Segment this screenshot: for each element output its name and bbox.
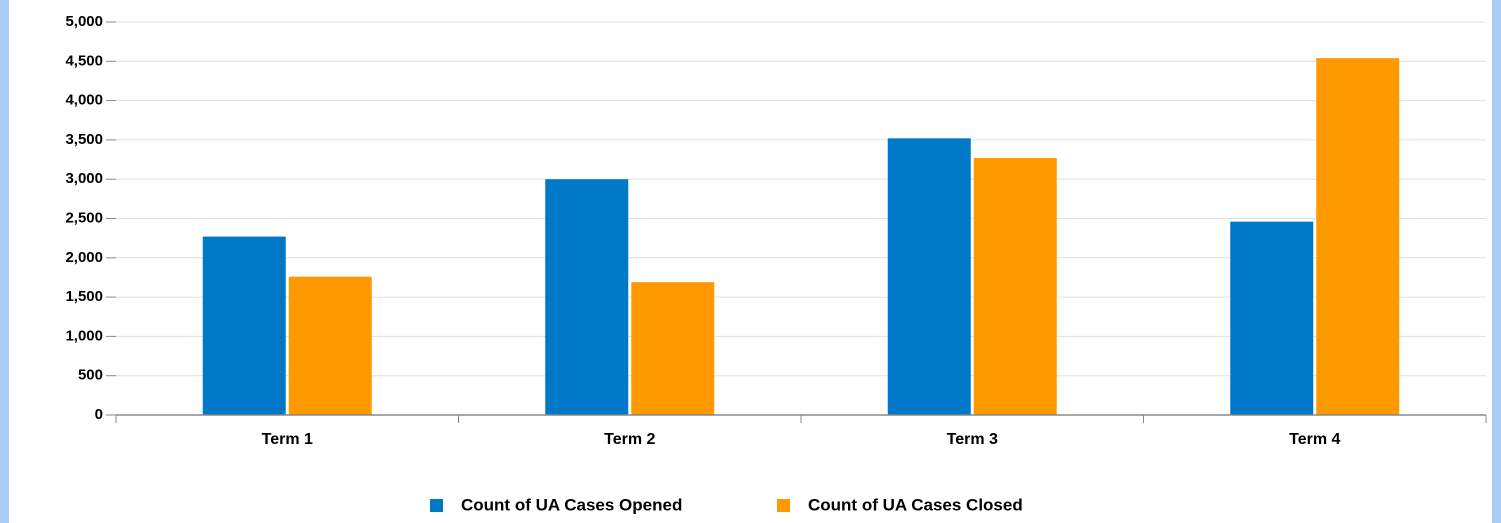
bar (545, 179, 629, 415)
y-tick-label: 3,500 (65, 131, 103, 148)
legend-label: Count of UA Cases Closed (808, 495, 1023, 514)
y-tick-label: 2,000 (65, 249, 103, 266)
x-tick-label: Term 4 (1289, 431, 1340, 448)
y-tick-label: 3,000 (65, 170, 103, 187)
right-border (1492, 0, 1501, 523)
bar (202, 236, 286, 415)
legend-swatch (777, 499, 790, 512)
legend-swatch (430, 499, 443, 512)
y-tick-label: 1,000 (65, 327, 103, 344)
bar (1316, 58, 1400, 415)
x-tick-label: Term 3 (947, 431, 998, 448)
y-tick-label: 0 (95, 406, 103, 423)
bar (887, 138, 971, 415)
bar (631, 282, 715, 415)
y-tick-label: 4,000 (65, 92, 103, 109)
left-border (0, 0, 9, 523)
y-tick-label: 500 (78, 367, 103, 384)
x-tick-label: Term 2 (604, 431, 655, 448)
legend-label: Count of UA Cases Opened (461, 495, 682, 514)
bar (288, 276, 372, 415)
y-tick-label: 2,500 (65, 209, 103, 226)
bar (973, 157, 1057, 415)
bar (1230, 221, 1314, 415)
x-tick-label: Term 1 (262, 431, 313, 448)
y-tick-label: 1,500 (65, 288, 103, 305)
y-tick-label: 4,500 (65, 52, 103, 69)
y-tick-label: 5,000 (65, 13, 103, 30)
